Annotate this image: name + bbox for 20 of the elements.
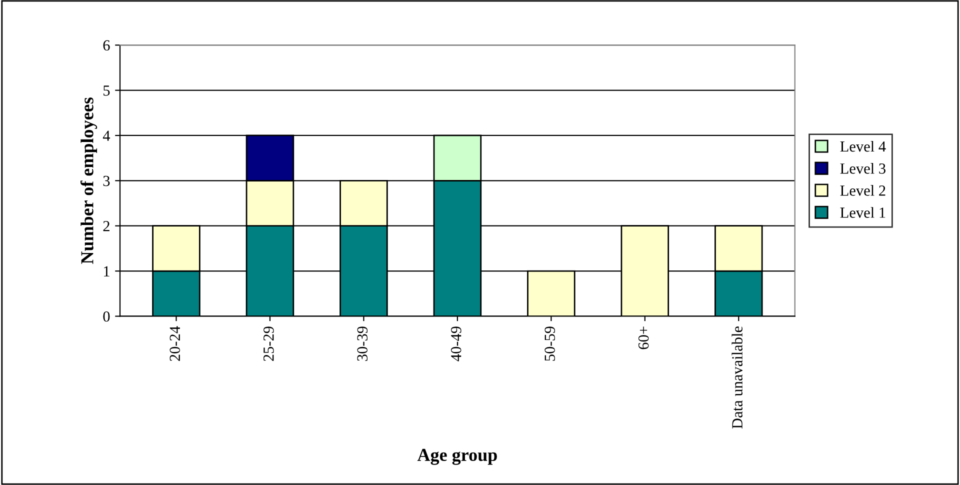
y-tick-label: 6 (103, 40, 110, 51)
y-tick-label: 1 (104, 266, 110, 276)
x-tick-label: 25-29 (264, 326, 274, 361)
y-tick-label: 2 (103, 221, 110, 232)
x-tick-label: 30-39 (357, 326, 368, 361)
y-tick-label: 4 (102, 130, 110, 141)
y-tick-label: 5 (104, 86, 110, 96)
x-tick-label: Data unavailable (732, 326, 742, 429)
x-tick-label: 50-59 (544, 326, 555, 361)
legend-label: Level 4 (840, 140, 886, 152)
x-axis-title: Age group (417, 448, 497, 465)
legend-label: Level 1 (840, 207, 886, 218)
x-tick-label: 60+ (638, 326, 649, 350)
y-tick-label: 0 (103, 311, 110, 322)
legend-label: Level 3 (840, 162, 886, 174)
x-tick-label: 40-49 (450, 326, 462, 362)
y-axis-title: Number of employees (80, 98, 98, 264)
x-tick-label: 20-24 (170, 326, 180, 361)
y-tick-label: 3 (103, 176, 110, 186)
legend-label: Level 2 (840, 185, 886, 196)
